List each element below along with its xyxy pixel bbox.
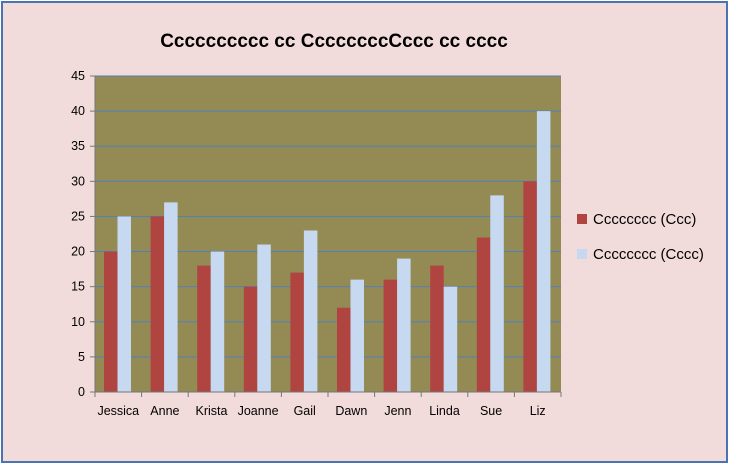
bar-series1-linda [430, 265, 444, 392]
y-tick-label: 20 [71, 245, 85, 259]
bar-series2-linda [443, 286, 458, 392]
x-tick-label: Dawn [335, 404, 367, 418]
y-tick-label: 30 [71, 174, 85, 188]
bar-series1-krista [197, 265, 211, 392]
x-tick-label: Jessica [97, 404, 139, 418]
bar-series2-jenn [397, 258, 411, 392]
bar-series2-gail [303, 230, 318, 392]
y-tick-label: 25 [71, 209, 85, 223]
legend-swatch [577, 214, 587, 224]
legend-label: Cccccccc (Ccc) [593, 211, 696, 228]
y-tick-label: 35 [71, 139, 85, 153]
bar-series1-dawn [337, 307, 351, 392]
axes [90, 75, 562, 397]
bar-series1-gail [290, 272, 304, 392]
bar-series2-anne [164, 202, 178, 392]
bar-series1-joanne [243, 286, 258, 392]
y-tick-label: 40 [71, 104, 85, 118]
y-tick-label: 45 [71, 69, 85, 83]
bar-series2-sue [490, 195, 504, 392]
bar-series1-anne [150, 216, 165, 392]
bar-series1-liz [523, 181, 537, 392]
x-tick-label: Krista [196, 404, 228, 418]
x-tick-label: Anne [150, 404, 179, 418]
y-tick-label: 10 [71, 315, 85, 329]
x-tick-label: Gail [294, 404, 316, 418]
bar-series1-jessica [104, 251, 118, 392]
x-tick-labels: Jessica Anne Krista Joanne Gail Dawn Jenn Linda… [97, 404, 545, 418]
chart-title: Cccccccccc cc CcccccccCccc cc cccc [160, 31, 508, 52]
bar-series2-joanne [257, 244, 271, 392]
bar-series1-sue [476, 237, 491, 392]
bar-series2-jessica [117, 216, 131, 392]
y-tick-labels: 0 5 10 15 20 25 30 35 40 45 [71, 69, 85, 399]
legend-swatch [577, 249, 587, 259]
bar-series2-krista [210, 251, 225, 392]
y-tick-label: 15 [71, 280, 85, 294]
bar-series1-jenn [383, 279, 398, 392]
bars [104, 111, 551, 392]
legend-label: Cccccccc (Cccc) [593, 246, 704, 263]
bar-series2-liz [536, 111, 551, 392]
bar-series2-dawn [350, 279, 364, 392]
x-tick-label: Liz [530, 404, 546, 418]
x-tick-label: Linda [429, 404, 460, 418]
y-tick-label: 0 [78, 385, 85, 399]
legend: Cccccccc (Ccc) Cccccccc (Cccc) [577, 211, 704, 263]
x-tick-label: Jenn [384, 404, 411, 418]
x-tick-label: Joanne [238, 404, 279, 418]
x-tick-label: Sue [480, 404, 502, 418]
y-tick-label: 5 [78, 350, 85, 364]
